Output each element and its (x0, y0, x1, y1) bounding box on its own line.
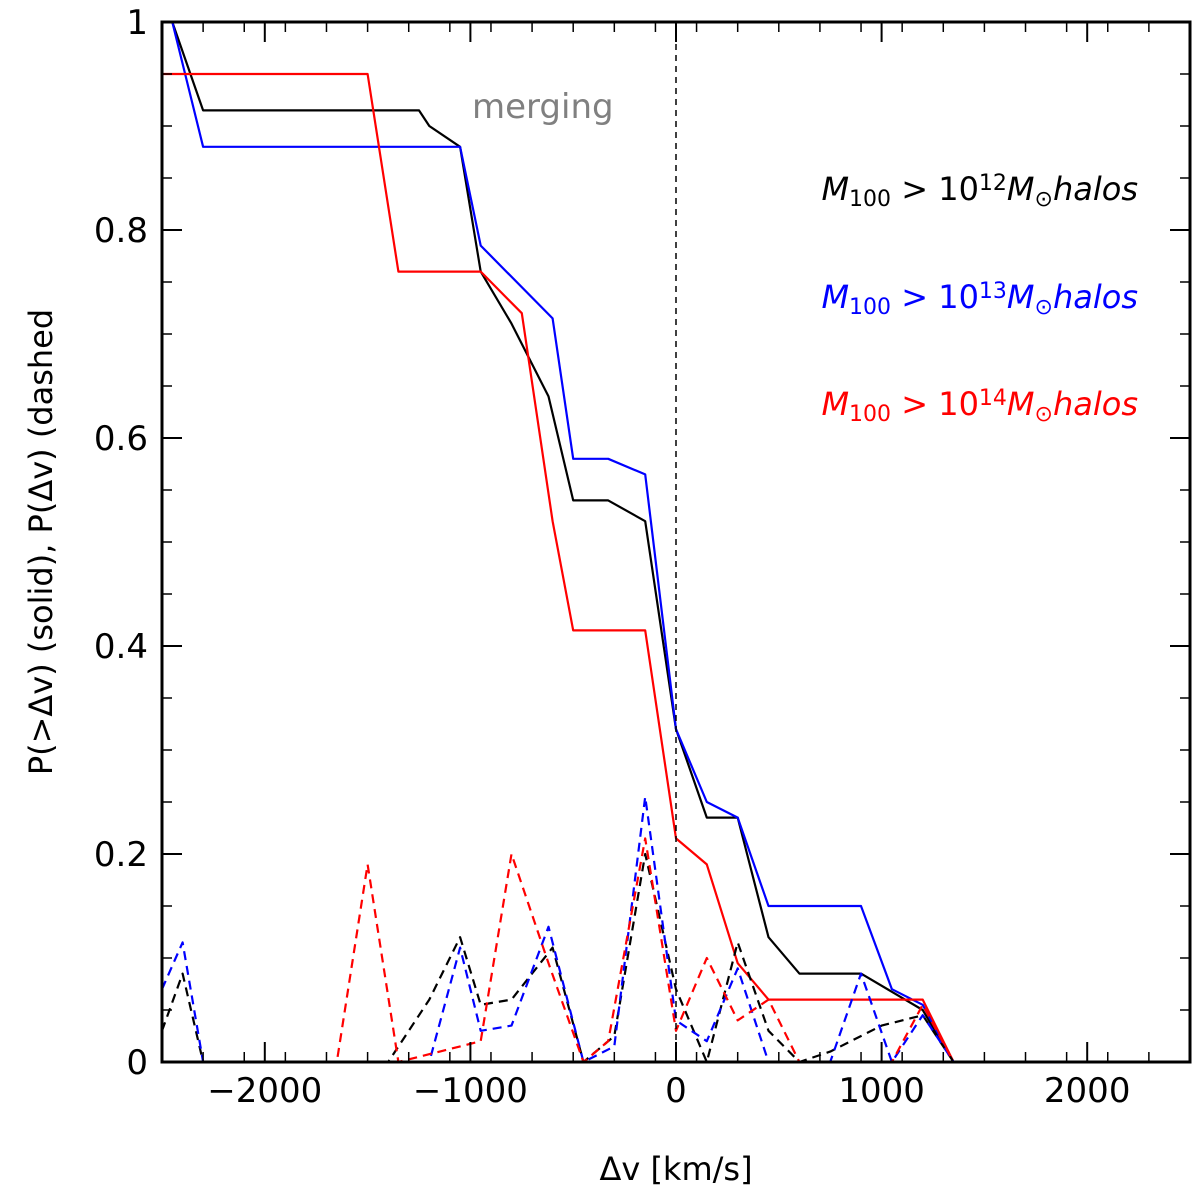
y-tick-label: 0.6 (94, 419, 148, 459)
legend: M100 > 1012M⊙halos M100 > 1013M⊙halos M100… (821, 170, 1138, 427)
y-tick-label: 0.8 (94, 211, 148, 251)
legend-entry-0: M100 > 1012M⊙halos (821, 170, 1138, 212)
series-line-2-solid (162, 72, 1190, 1064)
series-layer (160, 20, 1190, 1064)
y-tick-label: 0.2 (94, 835, 148, 875)
x-axis-label: Δv [km/s] (599, 1150, 752, 1188)
series-line-3-dashed (160, 852, 1190, 1064)
x-tick-label: 2000 (1044, 1071, 1131, 1111)
merging-annotation: merging (472, 87, 614, 127)
series-line-4-dashed (160, 795, 1190, 1064)
series-line-0-solid (162, 20, 1190, 1064)
y-tick-label: 0.4 (94, 627, 148, 667)
y-axis-label: P(>Δv) (solid), P(Δv) (dashed (22, 309, 60, 775)
x-tick-label: 0 (665, 1071, 687, 1111)
x-tick-label: −1000 (413, 1071, 528, 1111)
legend-entry-2: M100 > 1014M⊙halos (821, 385, 1138, 427)
x-tick-label: −2000 (207, 1071, 322, 1111)
y-tick-label: 1 (126, 3, 148, 43)
tick-labels-layer: −2000 −1000 0 1000 2000 0 0.2 0.4 0.6 0.8 1 (94, 3, 1131, 1111)
ticks-layer (161, 21, 1191, 1063)
legend-entry-1: M100 > 1013M⊙halos (821, 278, 1138, 320)
y-tick-label: 0 (126, 1043, 148, 1083)
series-line-5-dashed (162, 837, 1190, 1064)
x-tick-label: 1000 (838, 1071, 925, 1111)
